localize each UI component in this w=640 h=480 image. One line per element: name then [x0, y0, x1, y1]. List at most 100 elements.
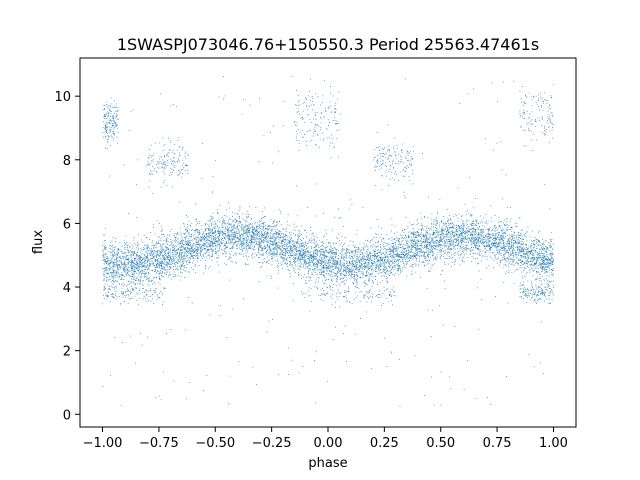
data-point [194, 237, 196, 239]
data-point [368, 272, 369, 274]
data-point [247, 256, 249, 257]
data-point [247, 236, 249, 238]
data-point [262, 263, 264, 265]
data-point [331, 259, 333, 261]
data-point [475, 243, 477, 245]
data-point [550, 263, 552, 264]
data-point [289, 273, 291, 274]
data-point [500, 241, 502, 242]
data-point [111, 240, 113, 242]
data-point [525, 258, 527, 260]
data-point [424, 265, 425, 267]
data-point [352, 282, 354, 284]
data-point [294, 256, 296, 258]
data-point [523, 264, 525, 265]
data-point [448, 215, 450, 216]
data-point [444, 251, 446, 253]
data-point [299, 250, 301, 251]
data-point [194, 255, 196, 257]
data-point [459, 264, 461, 266]
data-point [179, 257, 181, 258]
data-point [344, 260, 346, 261]
data-point [168, 256, 170, 258]
data-point [428, 239, 430, 241]
data-point [503, 245, 505, 247]
data-point [218, 250, 220, 252]
data-point [197, 249, 199, 251]
data-point [447, 219, 449, 221]
data-point [350, 250, 352, 252]
data-point [313, 265, 314, 267]
data-point [302, 250, 304, 252]
data-point [184, 254, 186, 256]
data-point [205, 242, 207, 244]
data-point [104, 274, 106, 275]
data-point [391, 254, 393, 256]
data-point [192, 239, 193, 241]
data-point [519, 235, 521, 237]
data-point [490, 244, 492, 246]
data-point [229, 239, 230, 240]
data-point [192, 249, 194, 251]
data-point [538, 253, 539, 254]
data-point [332, 263, 334, 265]
data-point [211, 245, 213, 247]
data-point [394, 233, 395, 235]
data-point [355, 286, 357, 288]
data-point [258, 223, 260, 225]
data-point [331, 266, 333, 268]
data-point [407, 258, 409, 259]
data-point [167, 254, 169, 256]
data-point [304, 261, 306, 263]
data-point [186, 230, 188, 232]
data-point [333, 261, 335, 263]
data-point [482, 240, 484, 242]
data-point [230, 242, 232, 244]
data-point [315, 255, 316, 257]
data-point [165, 254, 167, 256]
data-point [458, 227, 460, 228]
data-point [384, 254, 386, 256]
data-point [449, 247, 451, 249]
data-point [337, 266, 339, 268]
data-point [247, 239, 249, 240]
data-point [330, 255, 332, 257]
data-point [179, 252, 180, 254]
data-point [378, 240, 379, 242]
data-point [529, 269, 531, 271]
data-point [328, 242, 330, 243]
data-point [201, 248, 203, 250]
data-point [366, 284, 368, 286]
data-point [393, 251, 395, 253]
data-point [252, 231, 254, 232]
data-point [244, 227, 246, 229]
data-point [139, 256, 141, 258]
data-point [358, 269, 360, 271]
data-point [113, 266, 115, 267]
data-point [354, 266, 355, 268]
data-point [175, 274, 176, 276]
data-point [207, 249, 209, 251]
data-point [283, 256, 285, 258]
data-point [211, 248, 213, 250]
data-point [523, 256, 524, 258]
data-point [280, 257, 282, 258]
data-point [134, 251, 135, 253]
data-point [183, 226, 185, 228]
data-point [170, 229, 172, 230]
data-point [513, 232, 515, 234]
data-point [347, 248, 349, 250]
data-point [406, 275, 408, 277]
data-point [158, 242, 159, 244]
data-point [268, 242, 270, 243]
data-point [405, 235, 406, 237]
data-point [334, 272, 336, 274]
data-point [352, 255, 354, 257]
data-point [198, 244, 200, 245]
data-point [426, 264, 428, 266]
data-point [200, 247, 202, 249]
data-point [480, 240, 481, 242]
data-point [178, 248, 180, 249]
data-point [482, 245, 484, 246]
data-point [258, 244, 260, 246]
